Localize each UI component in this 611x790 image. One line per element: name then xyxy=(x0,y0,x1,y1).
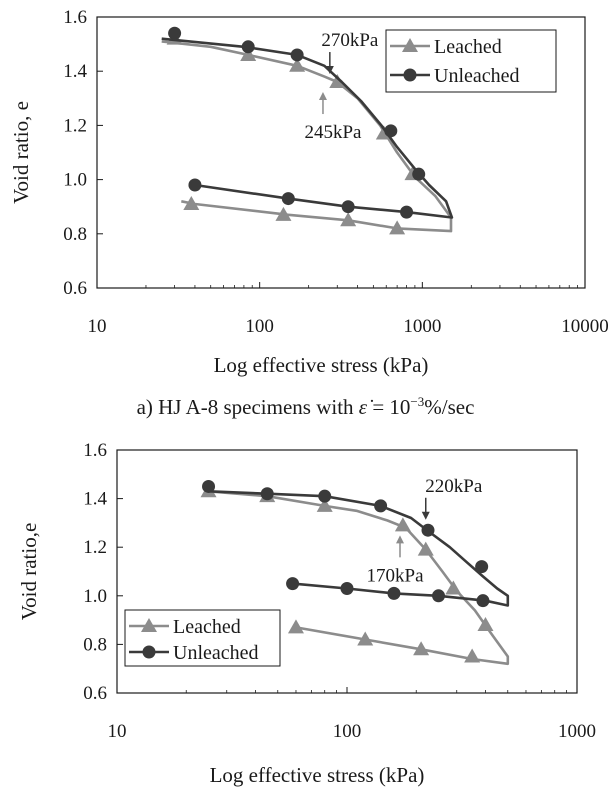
legend-marker-unleached xyxy=(142,645,156,659)
chart-1: 0.6 0.8 1.0 1.2 1.4 1.6 10 100 1000 10000 Log effe… xyxy=(9,7,609,377)
data-point-leached xyxy=(329,74,346,89)
x-tick-label: 10 xyxy=(108,721,127,742)
y-tick-label: 1.4 xyxy=(63,61,87,82)
annotation-170kpa: 170kPa xyxy=(367,535,425,586)
data-point-unleached xyxy=(421,523,435,537)
chart-a-caption: a) HJ A-8 specimens with ε̇ = 10−3%/sec xyxy=(0,394,611,420)
y-tick-label: 0.6 xyxy=(63,278,87,299)
data-point-unleached xyxy=(241,40,255,54)
data-point-leached xyxy=(477,616,494,631)
data-point-unleached xyxy=(341,200,355,214)
caption-exponent: −3 xyxy=(410,394,425,409)
caption-equals: = 10 xyxy=(367,395,411,419)
annotation-270kpa: 270kPa xyxy=(321,30,379,75)
data-point-leached xyxy=(357,631,374,646)
legend-label-leached: Leached xyxy=(434,36,502,58)
chart-2: 0.6 0.8 1.0 1.2 1.4 1.6 10 100 1000 Log effective… xyxy=(17,440,596,787)
series-line-unleached xyxy=(161,37,454,219)
legend: Leached Unleached xyxy=(124,609,281,667)
data-point-unleached xyxy=(168,26,182,40)
annotation-220kpa: 220kPa xyxy=(421,476,483,520)
data-point-leached xyxy=(417,541,434,556)
data-point-unleached xyxy=(286,577,300,591)
data-point-unleached xyxy=(188,178,202,192)
data-point-leached xyxy=(289,57,306,72)
legend-label-leached: Leached xyxy=(173,616,241,638)
y-tick-label: 1.6 xyxy=(63,7,87,28)
data-point-leached xyxy=(275,206,292,221)
legend-marker-unleached xyxy=(403,68,417,82)
legend-label-unleached: Unleached xyxy=(434,65,520,87)
x-tick-label: 10 xyxy=(88,316,107,337)
annotation-arrowhead xyxy=(421,511,430,520)
legend-marker-leached xyxy=(141,618,157,632)
annotation-arrowhead xyxy=(396,535,405,544)
annotation-label: 170kPa xyxy=(367,565,425,586)
x-tick-label: 10000 xyxy=(561,316,609,337)
data-point-unleached xyxy=(387,586,401,600)
y-tick-label: 0.8 xyxy=(63,224,87,245)
data-point-unleached xyxy=(374,499,388,513)
data-point-leached xyxy=(394,517,411,532)
annotation-label: 270kPa xyxy=(321,30,379,51)
series-unleached xyxy=(202,479,510,608)
data-point-unleached xyxy=(281,192,295,206)
data-point-unleached xyxy=(384,124,398,138)
data-point-leached xyxy=(445,580,462,595)
x-tick-label: 1000 xyxy=(403,316,441,337)
data-point-leached xyxy=(389,220,406,235)
caption-epsilon-dot: ε̇ xyxy=(358,395,368,419)
y-axis-label: Void ratio,e xyxy=(17,523,41,621)
data-point-unleached xyxy=(476,594,490,608)
annotation-245kpa: 245kPa xyxy=(304,92,362,143)
x-tick-label: 100 xyxy=(333,721,362,742)
series-line-leached xyxy=(161,40,453,233)
legend-box xyxy=(385,29,557,93)
y-tick-label: 1.0 xyxy=(83,586,107,607)
data-point-leached xyxy=(413,641,430,656)
data-point-leached xyxy=(464,648,481,663)
x-axis-label: Log effective stress (kPa) xyxy=(214,353,429,377)
y-tick-label: 0.8 xyxy=(83,634,107,655)
y-tick-label: 1.4 xyxy=(83,489,107,510)
data-point-leached xyxy=(287,619,304,634)
caption-prefix: a) HJ A-8 specimens with xyxy=(136,395,359,419)
data-point-unleached xyxy=(475,560,489,574)
annotation-arrowhead xyxy=(325,66,334,75)
y-axis-label: Void ratio, e xyxy=(9,101,33,204)
y-tick-label: 1.2 xyxy=(83,537,107,558)
annotation-arrowhead xyxy=(318,92,327,101)
legend-marker-leached xyxy=(402,38,418,52)
data-point-unleached xyxy=(412,167,426,181)
x-tick-label: 100 xyxy=(245,316,274,337)
legend-label-unleached: Unleached xyxy=(173,642,259,664)
x-tick-label: 1000 xyxy=(558,721,596,742)
x-axis-label: Log effective stress (kPa) xyxy=(210,763,425,787)
data-point-leached xyxy=(183,195,200,210)
data-point-unleached xyxy=(260,487,274,501)
data-point-leached xyxy=(316,497,333,512)
y-tick-label: 0.6 xyxy=(83,683,107,704)
y-tick-label: 1.6 xyxy=(83,440,107,461)
y-tick-label: 1.0 xyxy=(63,170,87,191)
data-point-unleached xyxy=(318,489,332,503)
data-point-unleached xyxy=(290,48,304,62)
data-point-unleached xyxy=(202,479,216,493)
data-point-unleached xyxy=(340,582,354,596)
annotation-label: 220kPa xyxy=(425,476,483,497)
series-unleached xyxy=(161,26,454,219)
series-line-unleached xyxy=(208,490,510,607)
caption-suffix: %/sec xyxy=(424,395,475,419)
data-point-leached xyxy=(240,46,257,61)
annotation-label: 245kPa xyxy=(304,122,362,143)
data-point-leached xyxy=(340,212,357,227)
data-point-unleached xyxy=(400,205,414,219)
y-tick-label: 1.2 xyxy=(63,115,87,136)
plot-frame xyxy=(96,16,586,289)
legend: Leached Unleached xyxy=(385,29,557,93)
data-point-unleached xyxy=(432,589,446,603)
